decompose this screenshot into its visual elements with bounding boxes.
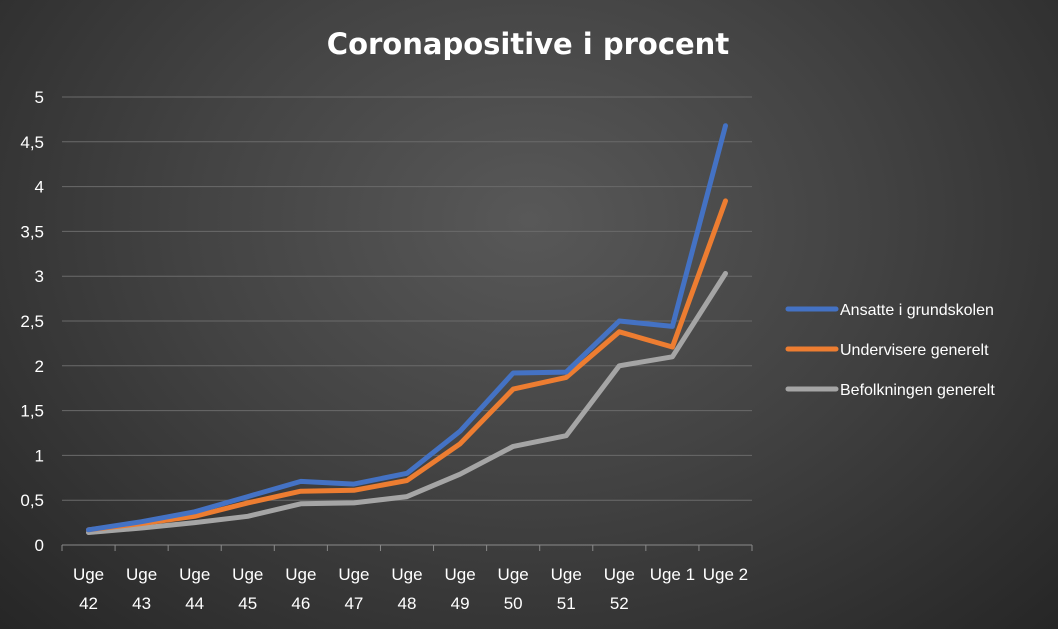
x-tick-label: Uge 50	[498, 565, 529, 613]
x-tick-label: Uge 49	[444, 565, 475, 613]
series-line	[86, 271, 728, 535]
series-line	[86, 198, 728, 533]
y-axis-ticks: 0 0,5 1 1,5 2 2,5 3 3,5 4 4,5 5	[20, 88, 44, 555]
y-tick-label: 4	[35, 178, 44, 197]
y-tick-label: 0	[35, 536, 44, 555]
x-tick-label: Uge 48	[391, 565, 422, 613]
x-tick-label: Uge 52	[604, 565, 635, 613]
series-lines	[86, 123, 728, 535]
axes	[61, 544, 753, 551]
legend: Ansatte i grundskolen Undervisere generel…	[785, 302, 995, 399]
x-tick-label: Uge 42	[73, 565, 104, 613]
y-tick-label: 0,5	[20, 491, 44, 510]
legend-label: Undervisere generelt	[840, 342, 989, 359]
chart-title: Coronapositive i procent	[327, 27, 730, 61]
x-tick-label: Uge 1	[650, 565, 695, 584]
y-tick-label: 1	[35, 446, 44, 465]
x-tick-label: Uge 44	[179, 565, 210, 613]
y-tick-label: 3,5	[20, 222, 44, 241]
y-tick-label: 2	[35, 357, 44, 376]
y-tick-label: 4,5	[20, 133, 44, 152]
x-axis-ticks: Uge 42 Uge 43 Uge 44 Uge 45 Uge 46 Uge 47 Uge 48 Uge 49…	[73, 565, 748, 613]
y-tick-label: 5	[35, 88, 44, 107]
series-line	[86, 123, 728, 533]
x-tick-label: Uge 43	[126, 565, 157, 613]
y-tick-label: 1,5	[20, 402, 44, 421]
x-tick-label: Uge 51	[551, 565, 582, 613]
x-tick-label: Uge 47	[338, 565, 369, 613]
x-tick-label: Uge 45	[232, 565, 263, 613]
legend-label: Ansatte i grundskolen	[840, 302, 994, 319]
y-tick-label: 2,5	[20, 312, 44, 331]
x-tick-label: Uge 2	[703, 565, 748, 584]
gridlines	[62, 96, 752, 501]
legend-label: Befolkningen generelt	[840, 382, 995, 399]
y-tick-label: 3	[35, 267, 44, 286]
x-tick-label: Uge 46	[285, 565, 316, 613]
